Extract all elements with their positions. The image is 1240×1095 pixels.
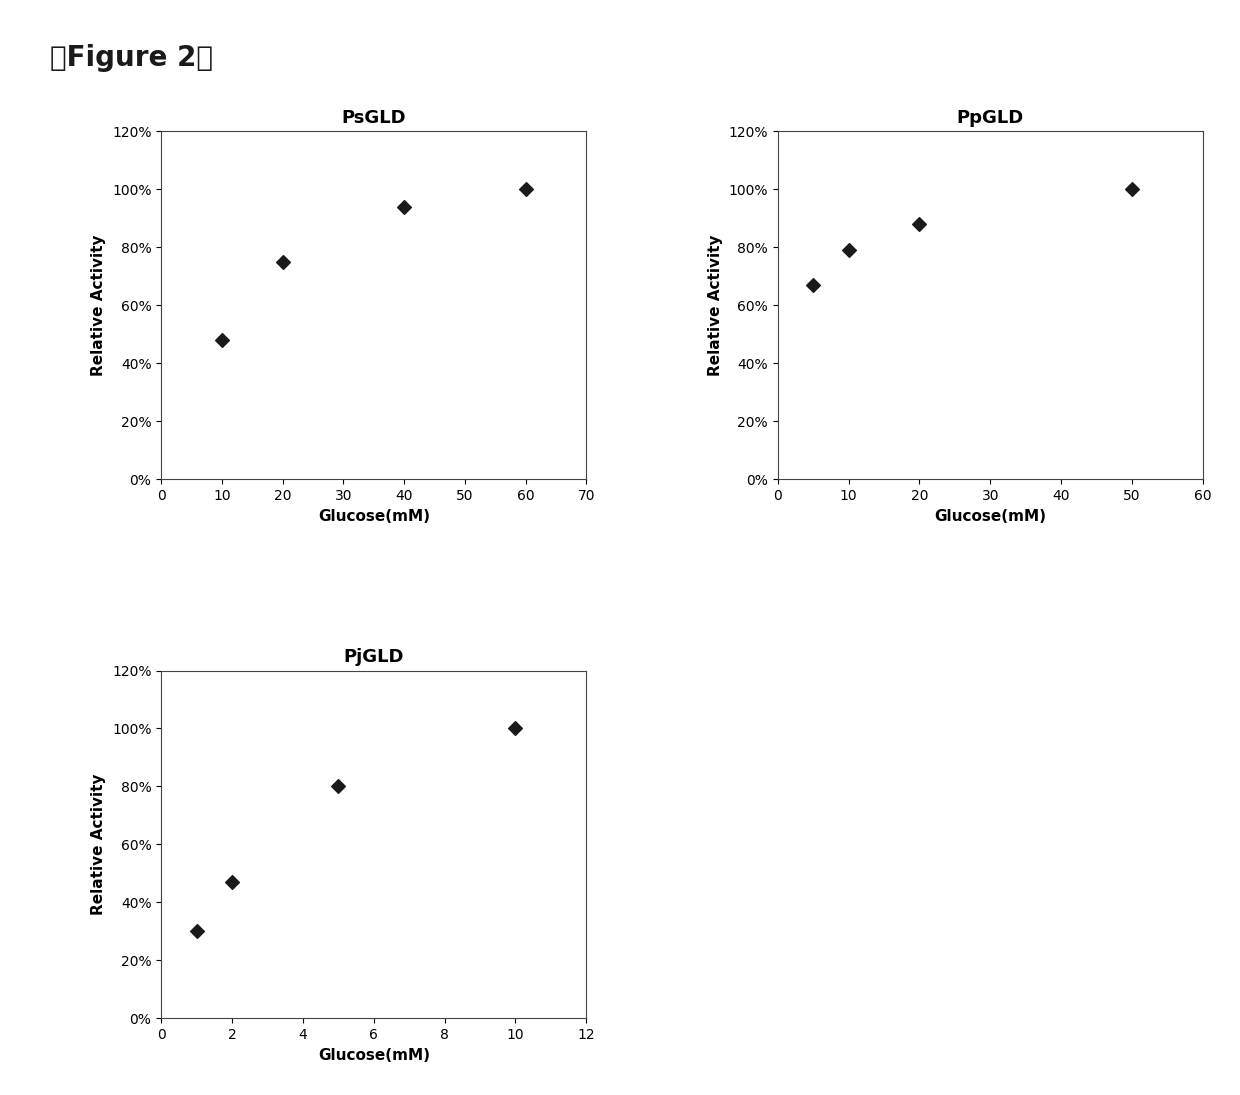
Title: PsGLD: PsGLD bbox=[341, 110, 405, 127]
Point bbox=[838, 242, 858, 260]
X-axis label: Glucose(mM): Glucose(mM) bbox=[317, 1048, 430, 1062]
X-axis label: Glucose(mM): Glucose(mM) bbox=[934, 508, 1047, 523]
Point bbox=[273, 253, 293, 270]
Y-axis label: Relative Activity: Relative Activity bbox=[92, 234, 107, 376]
Point bbox=[212, 332, 232, 349]
Text: 』Figure 2】: 』Figure 2】 bbox=[50, 44, 212, 72]
Point bbox=[222, 874, 242, 891]
Point bbox=[506, 719, 526, 737]
Title: PjGLD: PjGLD bbox=[343, 648, 404, 666]
Point bbox=[909, 216, 929, 233]
Point bbox=[804, 276, 823, 293]
Title: PpGLD: PpGLD bbox=[956, 110, 1024, 127]
Point bbox=[394, 198, 414, 216]
Point bbox=[187, 923, 207, 941]
Y-axis label: Relative Activity: Relative Activity bbox=[92, 774, 107, 915]
Y-axis label: Relative Activity: Relative Activity bbox=[708, 234, 723, 376]
X-axis label: Glucose(mM): Glucose(mM) bbox=[317, 508, 430, 523]
Point bbox=[1122, 181, 1142, 198]
Point bbox=[329, 777, 348, 795]
Point bbox=[516, 181, 536, 198]
